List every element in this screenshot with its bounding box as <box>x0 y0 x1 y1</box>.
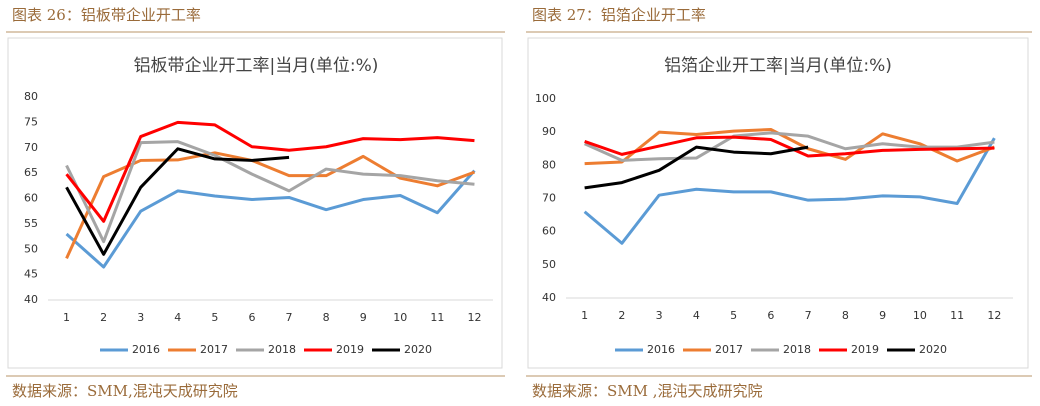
y-tick-label: 70 <box>24 141 38 154</box>
y-tick-label: 80 <box>542 158 556 171</box>
y-tick-label: 50 <box>24 242 38 255</box>
y-tick-label: 50 <box>542 258 556 271</box>
figure-label: 图表 26：铝板带企业开工率 <box>12 6 201 24</box>
x-tick-label: 9 <box>879 309 886 322</box>
legend-label: 2016 <box>132 343 160 356</box>
y-tick-label: 60 <box>24 192 38 205</box>
x-tick-label: 11 <box>950 309 964 322</box>
x-tick-label: 2 <box>100 311 107 324</box>
series-line <box>584 131 995 162</box>
legend-label: 2016 <box>647 343 675 356</box>
chart-title: 铝板带企业开工率|当月(单位:%) <box>134 56 379 76</box>
x-tick-label: 1 <box>581 309 588 322</box>
series-line <box>584 145 809 190</box>
x-tick-label: 1 <box>63 311 70 324</box>
source-note: 数据来源：SMM,混沌天成研究院 <box>12 382 238 400</box>
x-tick-label: 3 <box>137 311 144 324</box>
x-tick-label: 10 <box>393 311 407 324</box>
x-tick-label: 12 <box>467 311 481 324</box>
x-tick-label: 9 <box>360 311 367 324</box>
y-tick-label: 100 <box>535 92 556 105</box>
series-line <box>65 120 475 223</box>
legend-label: 2018 <box>783 343 811 356</box>
x-tick-label: 10 <box>913 309 927 322</box>
y-tick-label: 55 <box>24 217 38 230</box>
legend-label: 2019 <box>851 343 879 356</box>
x-tick-label: 7 <box>805 309 812 322</box>
legend-label: 2020 <box>919 343 947 356</box>
x-tick-label: 4 <box>174 311 181 324</box>
x-tick-label: 8 <box>323 311 330 324</box>
y-tick-label: 80 <box>24 90 38 103</box>
legend-label: 2019 <box>336 343 364 356</box>
chart-title: 铝箔企业开工率|当月(单位:%) <box>664 56 892 76</box>
chart-frame <box>527 37 1029 369</box>
x-tick-label: 11 <box>430 311 444 324</box>
x-tick-label: 2 <box>618 309 625 322</box>
series-line <box>65 147 290 256</box>
x-tick-label: 6 <box>767 309 774 322</box>
y-tick-label: 40 <box>542 291 556 304</box>
x-tick-label: 6 <box>248 311 255 324</box>
legend-label: 2017 <box>200 343 228 356</box>
y-tick-label: 70 <box>542 192 556 205</box>
y-tick-label: 60 <box>542 225 556 238</box>
y-tick-label: 75 <box>24 115 38 128</box>
x-tick-label: 8 <box>842 309 849 322</box>
y-tick-label: 65 <box>24 166 38 179</box>
x-tick-label: 7 <box>286 311 293 324</box>
x-tick-label: 5 <box>211 311 218 324</box>
legend-label: 2018 <box>268 343 296 356</box>
x-tick-label: 4 <box>693 309 700 322</box>
y-tick-label: 40 <box>24 293 38 306</box>
series-line <box>65 169 476 269</box>
y-tick-label: 90 <box>542 125 556 138</box>
chart-frame <box>7 37 503 369</box>
x-tick-label: 3 <box>656 309 663 322</box>
x-tick-label: 12 <box>987 309 1001 322</box>
legend-label: 2017 <box>715 343 743 356</box>
series-line <box>583 137 996 245</box>
y-tick-label: 45 <box>24 268 38 281</box>
series-line <box>65 140 475 244</box>
source-note: 数据来源：SMM ,混沌天成研究院 <box>532 382 763 400</box>
figure-label: 图表 27：铝箔企业开工率 <box>532 6 706 24</box>
x-tick-label: 5 <box>730 309 737 322</box>
legend-label: 2020 <box>404 343 432 356</box>
series-line <box>584 135 995 158</box>
